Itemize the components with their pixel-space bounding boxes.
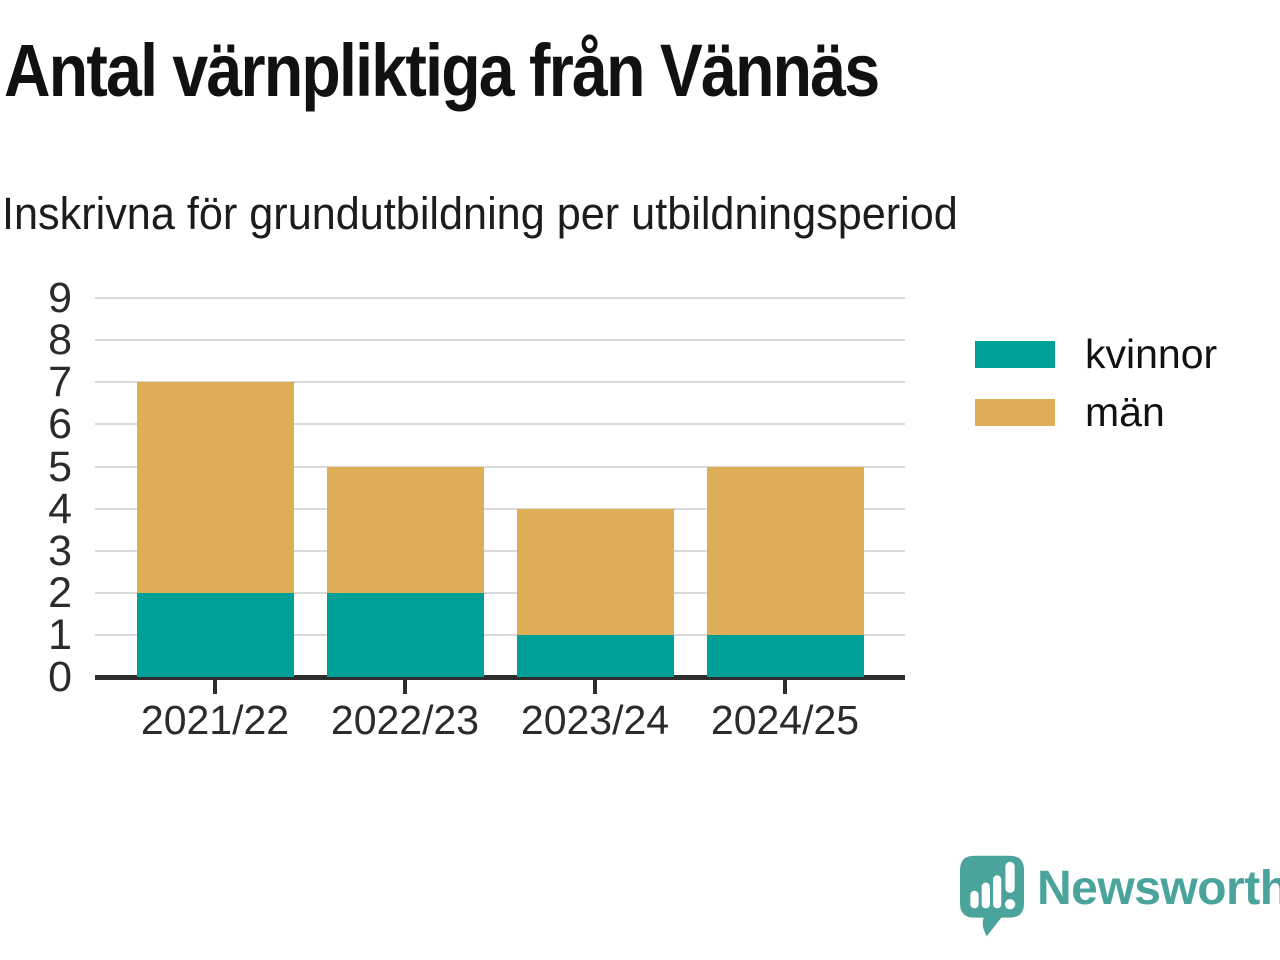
x-axis-tick-label: 2023/24 (520, 697, 670, 743)
bar-segment-kvinnor (326, 592, 484, 677)
gridline (95, 633, 905, 636)
bar-segment-kvinnor (136, 592, 294, 677)
y-axis-tick-label: 5 (48, 442, 72, 491)
newsworthy-logo-icon (960, 855, 1024, 937)
bar-segment-kvinnor (706, 634, 864, 677)
legend-label: män (1085, 388, 1165, 435)
gridline (95, 507, 905, 510)
x-axis-tick (213, 680, 217, 694)
x-axis-tick (783, 680, 787, 694)
newsworthy-wordmark: Newsworthy (1037, 862, 1280, 915)
gridline (95, 297, 905, 300)
chart-title: Antal värnpliktiga från Vännäs (4, 29, 880, 112)
y-axis-tick-label: 4 (48, 484, 72, 533)
x-axis-tick-label: 2022/23 (330, 697, 480, 743)
y-axis-tick-label: 6 (48, 400, 72, 449)
gridline (95, 339, 905, 342)
y-axis-tick-label: 2 (48, 568, 72, 617)
legend-swatch (975, 398, 1055, 426)
y-axis-tick-label: 7 (48, 358, 72, 407)
x-axis-tick-label: 2021/22 (140, 697, 290, 743)
bar-segment-män (706, 466, 864, 635)
x-axis-line (95, 675, 905, 680)
legend: kvinnor män (975, 333, 1217, 432)
y-axis-tick-label: 0 (48, 653, 72, 701)
legend-item: kvinnor (975, 333, 1217, 374)
bar-segment-kvinnor (516, 634, 674, 677)
y-axis-tick-label: 8 (48, 316, 72, 365)
x-axis-tick-label: 2024/25 (710, 697, 860, 743)
gridline (95, 549, 905, 552)
gridline (95, 423, 905, 426)
chart-subtitle: Inskrivna för grundutbildning per utbild… (2, 188, 958, 239)
legend-item: män (975, 391, 1217, 432)
y-axis-tick-label: 1 (48, 610, 72, 659)
gridline (95, 381, 905, 384)
legend-swatch (975, 340, 1055, 368)
x-axis-tick (593, 680, 597, 694)
bar-segment-män (136, 382, 294, 593)
y-axis-tick-label: 9 (48, 274, 72, 323)
newsworthy-branding: Newsworthy (960, 855, 1280, 939)
x-axis-tick (403, 680, 407, 694)
bar-segment-män (516, 508, 674, 635)
bar-segment-män (326, 466, 484, 593)
gridline (95, 465, 905, 468)
gridline (95, 591, 905, 594)
y-axis-tick-label: 3 (48, 526, 72, 575)
legend-label: kvinnor (1085, 330, 1218, 377)
